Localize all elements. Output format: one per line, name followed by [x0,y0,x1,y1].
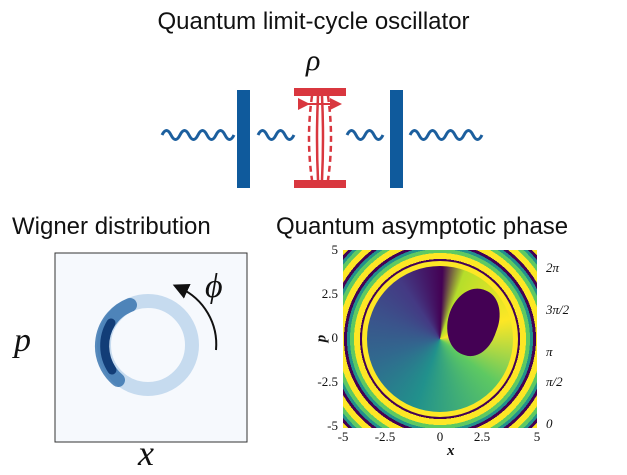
wigner-y-label: p [14,322,31,360]
phase-map [343,250,537,428]
x-tick-label: 2.5 [462,429,502,445]
phase-title: Quantum asymptotic phase [276,213,568,241]
mirror-left [237,90,250,188]
phase-disc [362,261,518,417]
colorbar-tick-label: 2π [546,260,559,276]
title: Quantum limit-cycle oscillator [0,8,627,36]
colorbar-tick-label: π [546,344,553,360]
y-tick-label: 2.5 [298,286,338,302]
system-label: ρ [306,44,320,78]
x-tick-label: 0 [420,429,460,445]
figure: Quantum limit-cycle oscillator ρ Wigner … [0,0,627,475]
wigner-x-label: x [138,432,154,474]
y-tick-label: -2.5 [298,374,338,390]
angle-label: ϕ [205,268,223,306]
wigner-title: Wigner distribution [12,213,211,241]
mirror-right [390,90,403,188]
x-tick-label: -2.5 [365,429,405,445]
oscillator [294,88,346,188]
colorbar-tick-label: 0 [546,416,553,432]
y-tick-label: 5 [298,242,338,258]
y-tick-label: 0 [298,330,338,346]
colorbar-tick-label: π/2 [546,374,563,390]
colorbar-tick-label: 3π/2 [546,302,569,318]
phase-x-label: x [447,443,455,460]
y-tick-label: -5 [298,418,338,434]
